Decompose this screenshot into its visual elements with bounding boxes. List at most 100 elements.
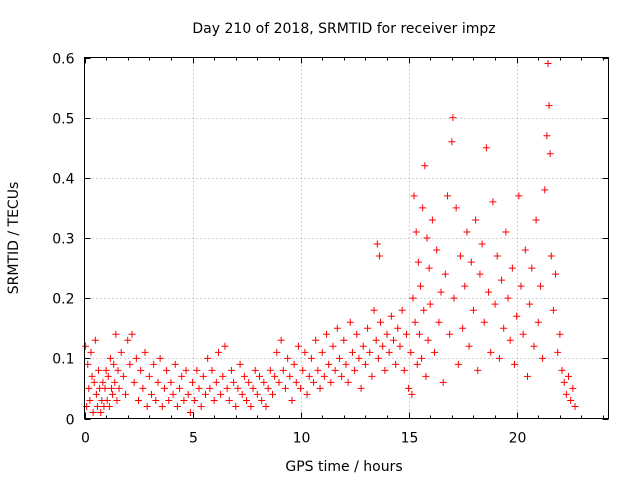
data-point [219,372,227,380]
data-point [364,324,372,332]
data-point [260,378,268,386]
data-point [167,378,175,386]
data-point [84,360,92,368]
data-point [279,366,287,374]
data-point [199,372,207,380]
data-point [389,336,397,344]
data-point [428,216,436,224]
data-point [297,384,305,392]
data-point [549,306,557,314]
data-point [424,336,432,344]
data-point [234,384,242,392]
data-point [91,336,99,344]
data-point [208,366,216,374]
data-point [539,354,547,362]
data-point [193,366,201,374]
data-point [355,354,363,362]
data-point [467,258,475,266]
data-point [454,360,462,368]
data-point [86,396,94,404]
data-point [400,366,408,374]
data-point [251,366,259,374]
data-point [101,384,109,392]
x-tick-labels: 0 5 10 15 20 [81,431,526,447]
data-point [547,252,555,260]
data-point [544,60,552,68]
data-point [137,366,145,374]
data-point [284,354,292,362]
data-point [266,366,274,374]
data-point [344,378,352,386]
data-point [89,408,97,416]
data-point [402,330,410,338]
data-point [426,300,434,308]
data-point [448,138,456,146]
data-point [359,342,367,350]
data-point [459,324,467,332]
data-point [491,300,499,308]
data-point [139,384,147,392]
data-point [111,378,119,386]
data-point [508,264,516,272]
data-point [474,366,482,374]
data-point [534,318,542,326]
data-point [225,396,233,404]
data-point [115,384,123,392]
data-point [463,228,471,236]
data-point [214,348,222,356]
data-point [517,282,525,290]
data-point [312,336,320,344]
data-point [478,240,486,248]
data-point [329,342,337,350]
y-axis-title: SRMTID / TECUs [6,182,22,295]
data-point [413,360,421,368]
data-point [247,402,255,410]
data-point [422,372,430,380]
data-point [122,390,130,398]
data-point [465,342,473,350]
data-point [320,372,328,380]
data-point [277,336,285,344]
data-point [554,348,562,356]
data-point [243,396,251,404]
data-point [552,270,560,278]
data-point [301,348,309,356]
data-point [476,270,484,278]
data-point [415,330,423,338]
data-point [357,384,365,392]
data-point [275,378,283,386]
data-point [85,384,93,392]
data-point [114,366,122,374]
data-point [88,372,96,380]
data-point [368,372,376,380]
data-points [82,60,579,416]
data-point [530,342,538,350]
data-point [110,360,118,368]
data-point [469,306,477,314]
data-point [361,360,369,368]
data-point [487,348,495,356]
data-point [511,360,519,368]
data-point [186,408,194,416]
data-point [227,366,235,374]
data-point [412,228,420,236]
data-point [387,312,395,320]
x-axis-title: GPS time / hours [285,459,402,475]
data-point [92,390,100,398]
data-point [567,396,575,404]
data-point [180,396,188,404]
data-point [405,384,413,392]
data-point [273,348,281,356]
data-point [437,288,445,296]
data-point [128,330,136,338]
data-point [340,336,348,344]
data-point [262,402,270,410]
data-point [152,396,160,404]
y-tick-label: 0.3 [52,232,74,248]
y-tick-labels: 0 0.1 0.2 0.3 0.4 0.5 0.6 [52,52,74,429]
data-point [314,366,322,374]
data-point [373,240,381,248]
grid-lines [84,57,609,419]
data-point [375,252,383,260]
x-tick-label: 10 [293,431,311,447]
